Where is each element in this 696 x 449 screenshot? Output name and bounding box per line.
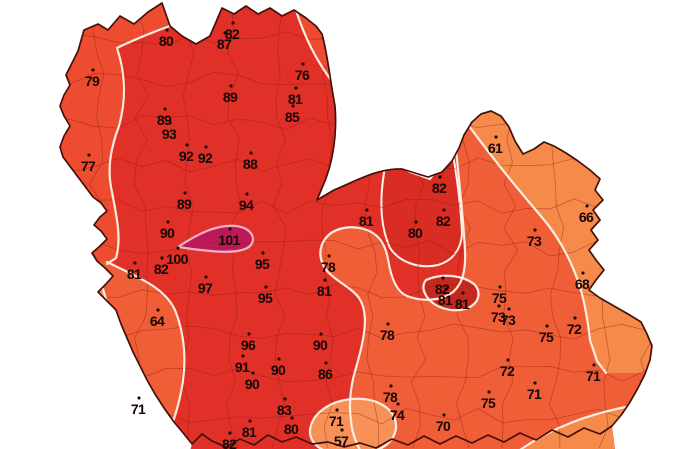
band-region-cool-blob <box>309 398 397 449</box>
hotspot-ring <box>176 224 254 253</box>
band-region-east-red-patch <box>380 145 464 268</box>
heat-hotspot <box>178 225 253 252</box>
band-region-west-tip-light <box>60 289 128 449</box>
state-border <box>59 2 653 449</box>
